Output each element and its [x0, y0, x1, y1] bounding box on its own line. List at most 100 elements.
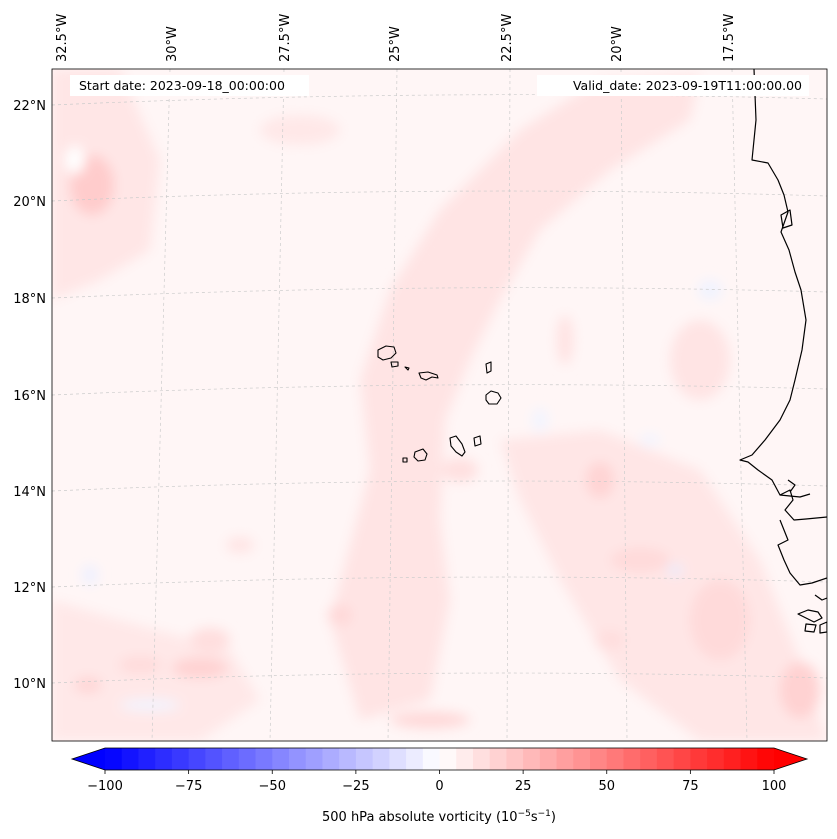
colorbar-segment [121, 748, 140, 770]
parallel-14n [52, 480, 827, 492]
lon-label-22-5w: 22.5°W [500, 14, 515, 62]
colorbar-segment [590, 748, 608, 770]
colorbar-segment [422, 748, 441, 770]
colorbar-segment [623, 748, 641, 770]
lat-label-14n: 14°N [13, 485, 46, 500]
lat-label-12n: 12°N [13, 581, 46, 596]
island-boa-vista [485, 390, 502, 405]
colorbar-segment [205, 748, 223, 770]
colorbar-segment [489, 748, 508, 770]
colorbar-segment [606, 748, 625, 770]
colorbar-segment [740, 748, 758, 770]
colorbar-segment [171, 748, 190, 770]
guinea-coast-south [814, 594, 827, 601]
meridian-22-5w [506, 69, 511, 741]
island-fogo [413, 448, 428, 462]
meridian-30w [151, 69, 171, 741]
lat-label-20n: 20°N [13, 195, 46, 210]
senegal-inlet [780, 209, 793, 229]
colorbar-segment [472, 748, 491, 770]
colorbar-label: 500 hPa absolute vorticity (10−5s−1) [322, 809, 556, 825]
vorticity-field [52, 69, 827, 741]
meridian-25w [387, 69, 398, 741]
colorbar-tick-label: 75 [682, 779, 699, 794]
colorbar-segment [389, 748, 407, 770]
colorbar-extend-low [72, 748, 105, 770]
latitude-labels: 22°N 20°N 18°N 16°N 14°N 12°N 10°N [13, 99, 46, 692]
colorbar-segment [656, 748, 675, 770]
colorbar-segment [105, 748, 123, 770]
meridian-20w [620, 69, 628, 741]
dakar-peninsula-detail [787, 479, 796, 493]
parallel-18n [52, 287, 827, 299]
colorbar-segment [272, 748, 290, 770]
colorbar-segment [372, 748, 390, 770]
meridian-27-5w [269, 69, 285, 741]
colorbar-segment [355, 748, 374, 770]
lon-label-17-5w: 17.5°W [722, 14, 737, 62]
lat-label-22n: 22°N [13, 99, 46, 114]
bissagos-islands [797, 609, 827, 634]
island-sao-vicente [390, 361, 399, 368]
map-area: Start date: 2023-09-18_00:00:00 Valid_da… [52, 69, 827, 741]
colorbar-segment [288, 748, 307, 770]
meridian-17-5w [731, 69, 748, 741]
longitude-labels: 32.5°W 30°W 27.5°W 25°W 22.5°W 20°W 17.5… [55, 14, 737, 62]
colorbar-tick-label: −75 [175, 779, 202, 794]
colorbar-segment [188, 748, 206, 770]
lon-label-25w: 25°W [388, 26, 403, 62]
colorbar-segment [238, 748, 257, 770]
colorbar-segment [456, 748, 474, 770]
colorbar-segment [556, 748, 574, 770]
island-sao-nicolau [418, 371, 439, 381]
coastlines [739, 69, 827, 634]
colorbar-segment [506, 748, 524, 770]
start-date-label: Start date: 2023-09-18_00:00:00 [79, 78, 285, 93]
gambia-estuary [779, 493, 811, 498]
colorbar-segment [690, 748, 708, 770]
island-brava [402, 457, 408, 463]
lon-label-20w: 20°W [610, 26, 625, 62]
parallel-20n [52, 190, 827, 202]
colorbar-segment [539, 748, 558, 770]
valid-date-label: Valid_date: 2023-09-19T11:00:00.00 [573, 78, 802, 93]
map-border [51, 68, 828, 742]
start-date-box [70, 75, 309, 96]
colorbar-tick-label: −50 [259, 779, 286, 794]
parallel-22n [52, 94, 827, 106]
island-maio [473, 435, 482, 447]
colorbar-tick-label: −25 [342, 779, 369, 794]
colorbar-segment [305, 748, 324, 770]
colorbar-segment [640, 748, 658, 770]
colorbar-segment [155, 748, 173, 770]
colorbar-segment [406, 748, 424, 770]
colorbar-segment [757, 748, 775, 770]
colorbar-segment [255, 748, 273, 770]
colorbar-segment [707, 748, 725, 770]
lon-label-32-5w: 32.5°W [55, 14, 70, 62]
island-santo-antao [377, 345, 397, 361]
parallel-10n [52, 672, 827, 684]
colorbar-tick-label: 50 [598, 779, 615, 794]
colorbar-tick-label: −100 [87, 779, 123, 794]
valid-date-box [537, 75, 809, 96]
west-africa-coastline [739, 69, 827, 521]
colorbar-segment [439, 748, 457, 770]
colorbar-segment [723, 748, 742, 770]
colorbar-segments [105, 748, 775, 770]
meridian-32-5w [52, 69, 53, 84]
colorbar-tick-label: 25 [515, 779, 532, 794]
graticule [52, 69, 827, 741]
lat-label-16n: 16°N [13, 389, 46, 404]
colorbar-ticks: −100 −75 −50 −25 0 25 50 75 100 [87, 770, 786, 794]
lat-label-10n: 10°N [13, 677, 46, 692]
lon-label-30w: 30°W [165, 26, 180, 62]
colorbar-segment [322, 748, 340, 770]
island-santa-luzia [404, 366, 410, 371]
colorbar-tick-label: 0 [435, 779, 443, 794]
colorbar: −100 −75 −50 −25 0 25 50 75 100 500 hPa absolute… [70, 747, 809, 825]
cape-verde-islands [377, 345, 502, 463]
colorbar-segment [523, 748, 541, 770]
guinea-bissau-coast [777, 519, 827, 586]
